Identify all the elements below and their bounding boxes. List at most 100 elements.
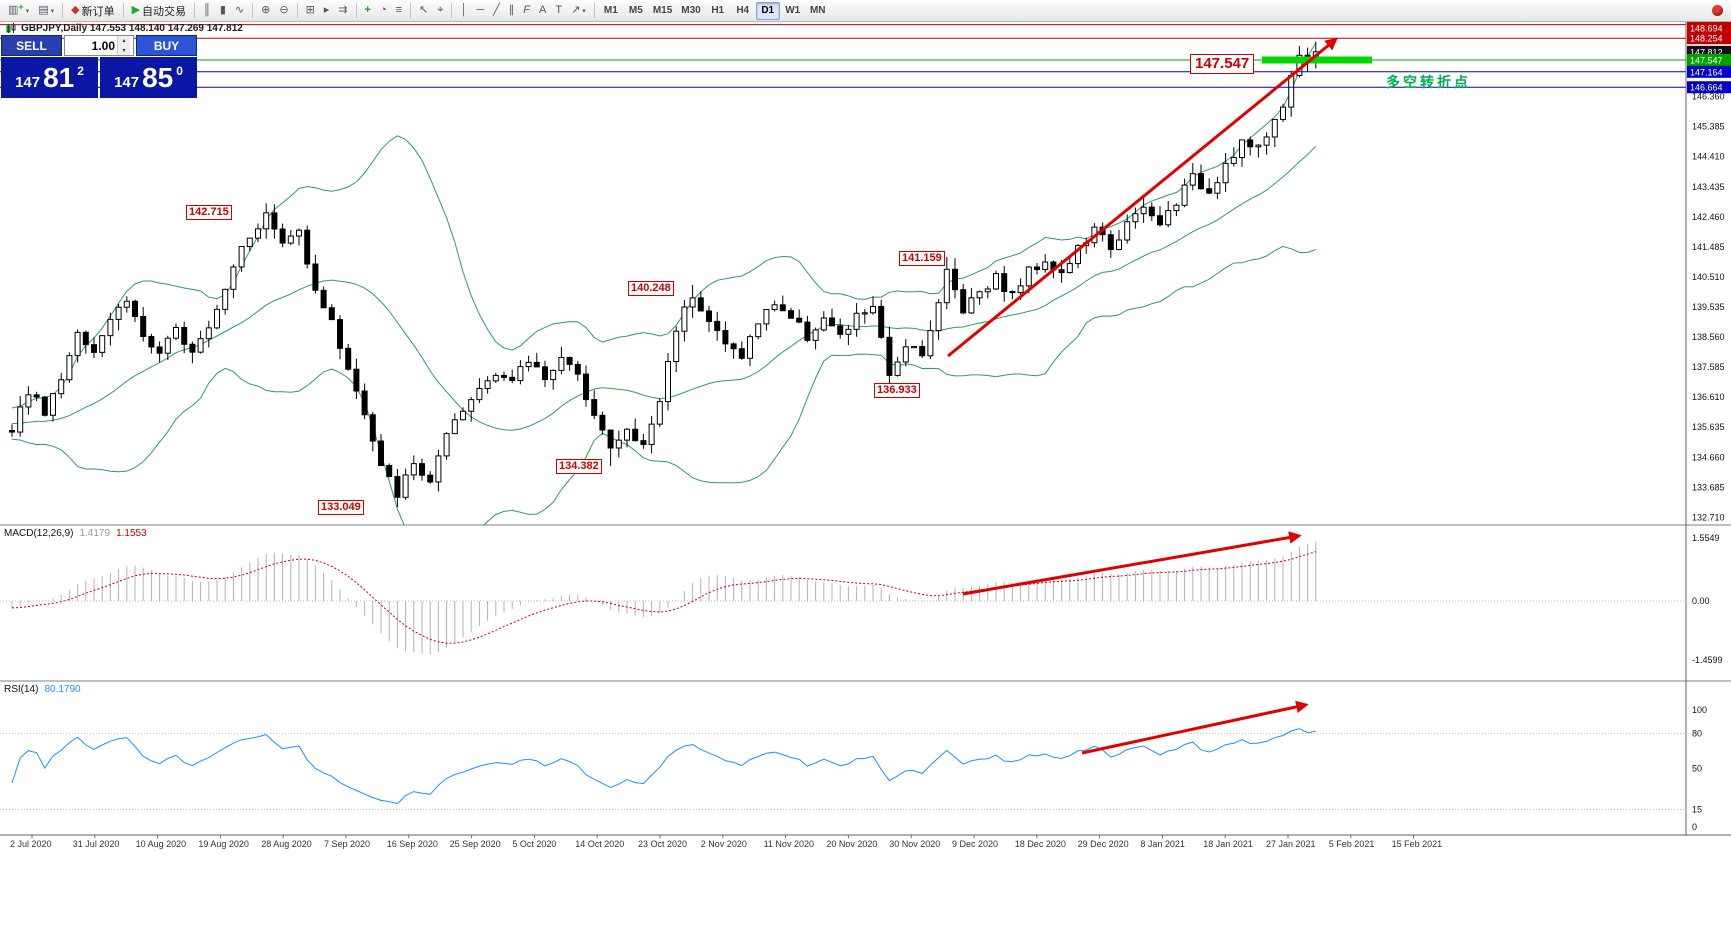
candlestick-chart-button[interactable]: ▮ bbox=[216, 2, 230, 20]
toolbar-separator bbox=[194, 3, 196, 18]
timeframe-m15-button[interactable]: M15 bbox=[649, 2, 676, 20]
timeframe-mn-button[interactable]: MN bbox=[806, 2, 830, 20]
rsi-name: RSI(14) bbox=[4, 684, 39, 695]
caret-icon: ▾ bbox=[50, 7, 55, 15]
price-marker-box bbox=[1687, 81, 1731, 94]
price-tick: 137.585 bbox=[1692, 362, 1725, 372]
zoom-out-button[interactable]: ⊖ bbox=[275, 2, 292, 20]
date-label: 18 Jan 2021 bbox=[1203, 839, 1253, 849]
rsi-scale: 50 bbox=[1692, 764, 1702, 774]
toolbar-separator bbox=[296, 3, 298, 18]
chart-canvas[interactable]: 146.360 145.385 144.410 143.435 142.460 141.4… bbox=[0, 22, 1731, 940]
date-label: 29 Dec 2020 bbox=[1078, 839, 1129, 849]
text-label-icon: T bbox=[555, 4, 563, 16]
timeframe-m5-button[interactable]: M5 bbox=[624, 2, 648, 20]
arrows-tool-button[interactable]: ↗ ▾ bbox=[567, 2, 590, 20]
macd-value-1: 1.4179 bbox=[79, 528, 111, 539]
date-label: 9 Dec 2020 bbox=[952, 839, 998, 849]
volume-up-button[interactable]: ▴ bbox=[118, 36, 130, 46]
sell-button[interactable]: SELL bbox=[1, 35, 62, 56]
toolbar-separator bbox=[593, 3, 595, 18]
bar-chart-button[interactable]: ║ bbox=[199, 2, 215, 20]
date-label: 5 Feb 2021 bbox=[1329, 839, 1375, 849]
price-tick: 134.660 bbox=[1692, 452, 1725, 462]
time-axis[interactable] bbox=[0, 813, 1686, 843]
chart-profiles-button[interactable]: ▤ ▾ bbox=[34, 2, 58, 20]
trendline-button[interactable]: ╱ bbox=[489, 2, 504, 20]
ask-big-digits: 85 bbox=[142, 61, 174, 93]
timeframe-h1-button[interactable]: H1 bbox=[706, 2, 730, 20]
toolbar-separator bbox=[62, 3, 64, 18]
new-order-button[interactable]: ◆ 新订单 bbox=[67, 2, 118, 20]
cursor-button[interactable]: ↖ bbox=[415, 2, 432, 20]
ask-prefix: 147 bbox=[114, 73, 140, 91]
fibonacci-icon: F bbox=[523, 4, 530, 16]
chart-shift-button[interactable]: ⇉ bbox=[334, 2, 351, 20]
crosshair-button[interactable]: ⌖ bbox=[433, 2, 447, 20]
price-marker-box bbox=[1687, 22, 1731, 34]
date-label: 30 Nov 2020 bbox=[889, 839, 940, 849]
date-label: 25 Sep 2020 bbox=[450, 839, 501, 849]
annotation-text: 多空转折点 bbox=[1386, 74, 1471, 90]
cursor-icon: ↖ bbox=[419, 4, 429, 16]
price-tick: 140.510 bbox=[1692, 272, 1725, 282]
date-label: 28 Aug 2020 bbox=[261, 839, 312, 849]
price-marker: 148.254 bbox=[1690, 34, 1723, 44]
price-tick: 138.560 bbox=[1692, 332, 1725, 342]
date-label: 18 Dec 2020 bbox=[1015, 839, 1066, 849]
bid-pip-digit: 2 bbox=[77, 63, 84, 78]
equidistant-channel-button[interactable]: ∥ bbox=[505, 2, 519, 20]
text-icon: A bbox=[539, 4, 547, 16]
horizontal-line-button[interactable]: ─ bbox=[472, 2, 488, 20]
date-label: 23 Oct 2020 bbox=[638, 839, 687, 849]
buy-button[interactable]: BUY bbox=[136, 35, 197, 56]
price-marker-box bbox=[1687, 65, 1731, 78]
candlestick-chart-icon: ▮ bbox=[219, 4, 226, 16]
timeframe-w1-button[interactable]: W1 bbox=[781, 2, 805, 20]
timeframe-m30-button[interactable]: M30 bbox=[677, 2, 704, 20]
new-chart-button[interactable]: ▥ + ▾ bbox=[4, 2, 33, 20]
indicators-button[interactable]: + bbox=[361, 2, 375, 20]
price-axis[interactable] bbox=[1686, 22, 1731, 813]
tile-windows-button[interactable]: ⊞ bbox=[302, 2, 319, 20]
templates-button[interactable]: ≡ bbox=[392, 2, 406, 20]
auto-scroll-icon: ▸ bbox=[323, 4, 330, 16]
swing-price-label: 140.248 bbox=[628, 281, 674, 296]
new-order-icon: ◆ bbox=[71, 4, 80, 16]
rsi-scale: 15 bbox=[1692, 804, 1702, 814]
price-marker: 148.694 bbox=[1690, 24, 1723, 34]
price-marker-box bbox=[1687, 54, 1731, 66]
volume-control: ▴ ▾ bbox=[64, 35, 134, 56]
volume-input[interactable] bbox=[65, 36, 117, 55]
connection-status-button[interactable] bbox=[1708, 2, 1727, 20]
text-button[interactable]: A bbox=[535, 2, 550, 20]
bid-price-button[interactable]: 147 81 2 bbox=[1, 57, 98, 98]
price-marker-box bbox=[1687, 32, 1731, 45]
templates-icon: ≡ bbox=[395, 4, 403, 16]
ask-price-button[interactable]: 147 85 0 bbox=[100, 57, 197, 98]
bid-prefix: 147 bbox=[15, 73, 41, 91]
equidistant-channel-icon: ∥ bbox=[508, 4, 515, 16]
auto-scroll-button[interactable]: ▸ bbox=[320, 2, 334, 20]
macd-name: MACD(12,26,9) bbox=[4, 528, 74, 539]
price-tick: 144.410 bbox=[1692, 152, 1725, 162]
text-label-button[interactable]: T bbox=[551, 2, 566, 20]
macd-indicator-label: MACD(12,26,9) 1.4179 1.1553 bbox=[4, 528, 147, 539]
chart-title: GBPJPY,Daily 147.553 148.140 147.269 147… bbox=[6, 23, 243, 34]
timeframe-m1-button[interactable]: M1 bbox=[599, 2, 623, 20]
fibonacci-button[interactable]: F bbox=[519, 2, 534, 20]
chart-icon bbox=[6, 23, 16, 33]
rsi-indicator-label: RSI(14) 80.1790 bbox=[4, 684, 81, 695]
timeframe-d1-button[interactable]: D1 bbox=[755, 1, 780, 20]
date-label: 7 Sep 2020 bbox=[324, 839, 370, 849]
timeframe-h4-button[interactable]: H4 bbox=[731, 2, 755, 20]
periods-button[interactable]: ◔ bbox=[376, 2, 391, 20]
trend-arrow bbox=[962, 531, 1302, 596]
line-chart-button[interactable]: ∿ bbox=[231, 2, 248, 20]
price-tick: 132.710 bbox=[1692, 512, 1725, 522]
volume-down-button[interactable]: ▾ bbox=[118, 45, 130, 55]
vertical-line-button[interactable]: │ bbox=[456, 2, 471, 20]
auto-trading-button[interactable]: ▶ 自动交易 bbox=[128, 2, 190, 20]
zoom-in-button[interactable]: ⊕ bbox=[257, 2, 274, 20]
date-label: 27 Jan 2021 bbox=[1266, 839, 1316, 849]
